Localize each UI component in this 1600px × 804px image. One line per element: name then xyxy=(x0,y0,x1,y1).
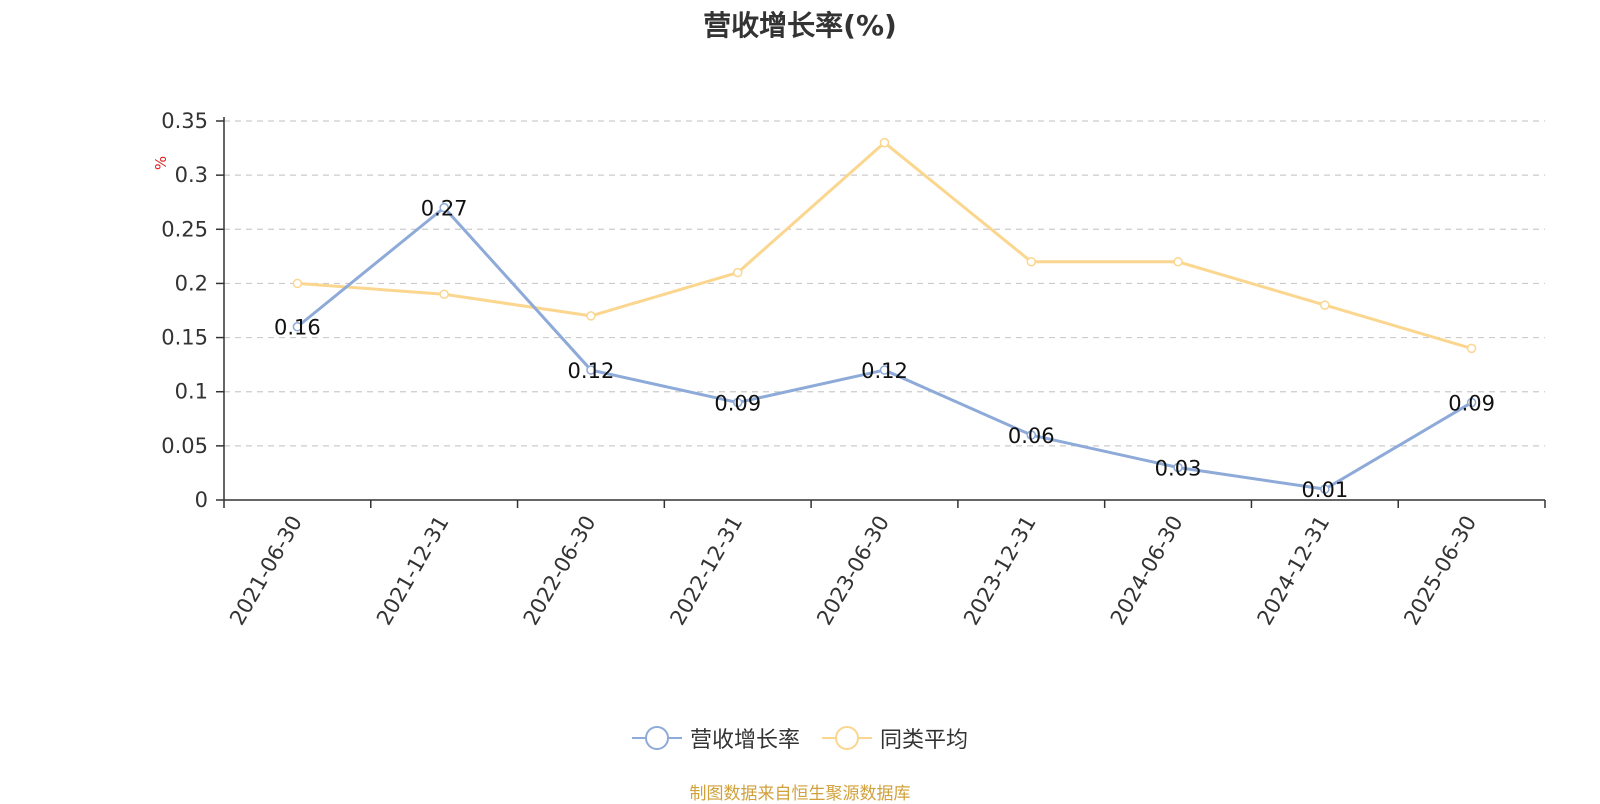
data-point-0 xyxy=(879,365,890,375)
data-label: 0.01 xyxy=(1301,478,1348,502)
legend-item-revenue-growth[interactable]: 营收增长率 xyxy=(631,722,800,754)
y-tick-label: 0 xyxy=(195,488,208,512)
data-point-0 xyxy=(586,365,596,375)
data-point-1 xyxy=(1173,257,1183,267)
y-axis-label: % xyxy=(152,156,170,170)
data-label: 0.03 xyxy=(1155,457,1202,481)
data-point-0 xyxy=(732,397,743,408)
legend-label-revenue-growth: 营收增长率 xyxy=(689,728,800,753)
data-label: 0.09 xyxy=(714,392,761,416)
data-point-1 xyxy=(586,311,596,321)
legend-item-peer-average[interactable]: 同类平均 xyxy=(822,722,968,754)
data-point-0 xyxy=(439,202,449,213)
data-point-0 xyxy=(1026,430,1037,440)
data-point-1 xyxy=(439,289,449,300)
y-tick-label: 0.25 xyxy=(161,217,208,241)
x-tick-label: 2021-12-31 xyxy=(372,511,454,629)
legend-label-peer-average: 同类平均 xyxy=(880,728,969,753)
data-point-0 xyxy=(292,321,303,332)
x-tick-label: 2024-12-31 xyxy=(1253,512,1335,630)
y-tick-label: 0.2 xyxy=(175,271,208,295)
data-point-1 xyxy=(1320,300,1330,310)
data-label: 0.12 xyxy=(568,359,615,383)
data-label: 0.16 xyxy=(274,316,321,340)
series-line-0 xyxy=(296,206,1473,491)
source-note: 制图数据来自恒生聚源数据库 xyxy=(689,784,911,804)
series-line-1 xyxy=(297,141,1473,350)
x-tick-label: 2023-06-30 xyxy=(812,512,894,630)
data-label: 0.27 xyxy=(421,197,468,221)
data-label: 0.06 xyxy=(1008,424,1055,448)
x-tick-label: 2025-06-30 xyxy=(1399,512,1481,630)
data-label: 0.09 xyxy=(1448,392,1495,416)
legend-marker-peer-average xyxy=(822,725,872,751)
data-point-0 xyxy=(1466,397,1477,408)
y-tick-label: 0.1 xyxy=(175,380,208,404)
data-label: 0.12 xyxy=(861,359,908,383)
y-tick-label: 0.05 xyxy=(161,434,208,458)
data-point-1 xyxy=(1466,343,1477,354)
y-tick-label: 0.35 xyxy=(161,109,208,133)
x-tick-label: 2021-06-30 xyxy=(225,512,307,630)
legend-marker-revenue-growth xyxy=(631,725,682,751)
x-tick-label: 2022-06-30 xyxy=(519,512,601,630)
chart-title: 营收增长率(%) xyxy=(703,9,897,42)
data-point-0 xyxy=(1320,484,1330,494)
x-tick-label: 2023-12-31 xyxy=(959,512,1041,630)
legend: 营收增长率 同类平均 xyxy=(0,722,1600,754)
y-tick-label: 0.3 xyxy=(175,163,208,187)
data-point-1 xyxy=(1026,257,1037,267)
y-tick-label: 0.15 xyxy=(161,326,208,350)
data-point-1 xyxy=(292,278,303,289)
x-tick-label: 2022-12-31 xyxy=(665,512,747,630)
data-point-0 xyxy=(1173,462,1183,473)
x-tick-label: 2024-06-30 xyxy=(1106,512,1188,630)
data-point-1 xyxy=(732,267,743,278)
data-point-1 xyxy=(879,137,890,148)
